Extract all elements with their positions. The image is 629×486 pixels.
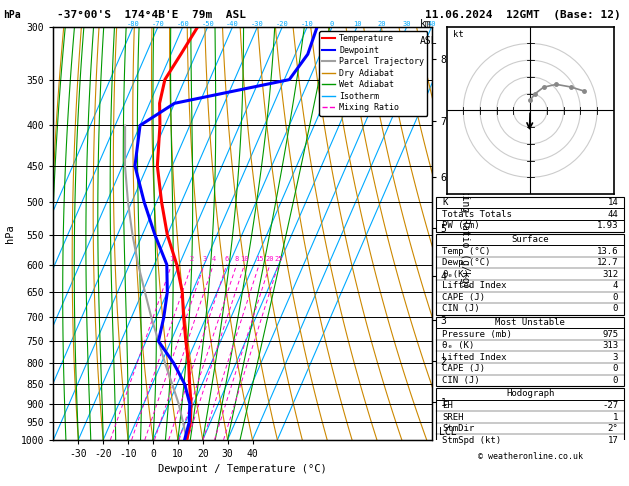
Text: Totals Totals: Totals Totals: [442, 210, 512, 219]
Bar: [437, 388, 624, 446]
X-axis label: Dewpoint / Temperature (°C): Dewpoint / Temperature (°C): [158, 465, 327, 474]
Legend: Temperature, Dewpoint, Parcel Trajectory, Dry Adiabat, Wet Adiabat, Isotherm, Mi: Temperature, Dewpoint, Parcel Trajectory…: [319, 31, 428, 116]
Text: θₑ(K): θₑ(K): [442, 270, 469, 278]
Text: km: km: [420, 19, 432, 30]
Text: CAPE (J): CAPE (J): [442, 293, 485, 302]
Text: ASL: ASL: [420, 36, 438, 47]
Text: 313: 313: [602, 341, 618, 350]
Text: PW (cm): PW (cm): [442, 221, 480, 230]
Text: 3: 3: [613, 353, 618, 362]
Text: Dewp (°C): Dewp (°C): [442, 258, 491, 267]
Bar: [437, 197, 624, 232]
Bar: [437, 317, 624, 386]
Text: -70: -70: [152, 21, 164, 27]
Text: -60: -60: [177, 21, 189, 27]
Text: LCL: LCL: [438, 427, 456, 437]
Text: 1: 1: [169, 257, 174, 262]
Text: 20: 20: [265, 257, 274, 262]
Text: 2°: 2°: [608, 424, 618, 433]
Text: 312: 312: [602, 270, 618, 278]
Text: 12.7: 12.7: [597, 258, 618, 267]
Text: 3: 3: [202, 257, 206, 262]
Text: 10: 10: [353, 21, 361, 27]
Text: 13.6: 13.6: [597, 246, 618, 256]
Text: Pressure (mb): Pressure (mb): [442, 330, 512, 339]
Text: -50: -50: [201, 21, 214, 27]
Text: CIN (J): CIN (J): [442, 376, 480, 385]
Text: 975: 975: [602, 330, 618, 339]
Text: θₑ (K): θₑ (K): [442, 341, 474, 350]
Text: 6: 6: [225, 257, 229, 262]
Text: Hodograph: Hodograph: [506, 389, 554, 399]
Text: 8: 8: [235, 257, 239, 262]
Bar: [437, 234, 624, 314]
Text: -20: -20: [276, 21, 289, 27]
Text: 44: 44: [608, 210, 618, 219]
Text: K: K: [442, 198, 447, 207]
Text: CAPE (J): CAPE (J): [442, 364, 485, 373]
Text: Lifted Index: Lifted Index: [442, 353, 506, 362]
Text: 20: 20: [377, 21, 386, 27]
Text: 17: 17: [608, 436, 618, 445]
Text: 0: 0: [330, 21, 334, 27]
Text: 40: 40: [427, 21, 436, 27]
Text: 0: 0: [613, 376, 618, 385]
Text: 1: 1: [613, 413, 618, 422]
Text: -80: -80: [126, 21, 140, 27]
Text: 10: 10: [240, 257, 248, 262]
Text: SREH: SREH: [442, 413, 464, 422]
Text: 4: 4: [211, 257, 216, 262]
Text: Temp (°C): Temp (°C): [442, 246, 491, 256]
Text: 0: 0: [613, 304, 618, 313]
Y-axis label: hPa: hPa: [6, 224, 15, 243]
Text: 30: 30: [403, 21, 411, 27]
Y-axis label: Mixing Ratio (g/kg): Mixing Ratio (g/kg): [460, 177, 470, 289]
Text: -10: -10: [301, 21, 314, 27]
Text: -27: -27: [602, 401, 618, 410]
Text: StmDir: StmDir: [442, 424, 474, 433]
Text: -30: -30: [251, 21, 264, 27]
Text: 15: 15: [255, 257, 264, 262]
Text: hPa: hPa: [3, 10, 21, 20]
Text: CIN (J): CIN (J): [442, 304, 480, 313]
Text: Surface: Surface: [511, 235, 549, 244]
Text: Lifted Index: Lifted Index: [442, 281, 506, 290]
Text: -40: -40: [226, 21, 239, 27]
Text: EH: EH: [442, 401, 453, 410]
Text: 4: 4: [613, 281, 618, 290]
Text: 0: 0: [613, 293, 618, 302]
Text: Most Unstable: Most Unstable: [495, 318, 565, 327]
Text: StmSpd (kt): StmSpd (kt): [442, 436, 501, 445]
Text: 25: 25: [274, 257, 282, 262]
Text: 14: 14: [608, 198, 618, 207]
Text: 11.06.2024  12GMT  (Base: 12): 11.06.2024 12GMT (Base: 12): [425, 10, 620, 20]
Text: 1.93: 1.93: [597, 221, 618, 230]
Text: 2: 2: [190, 257, 194, 262]
Text: © weatheronline.co.uk: © weatheronline.co.uk: [477, 452, 582, 461]
Text: -37°00'S  174°4B'E  79m  ASL: -37°00'S 174°4B'E 79m ASL: [57, 10, 245, 20]
Text: 0: 0: [613, 364, 618, 373]
